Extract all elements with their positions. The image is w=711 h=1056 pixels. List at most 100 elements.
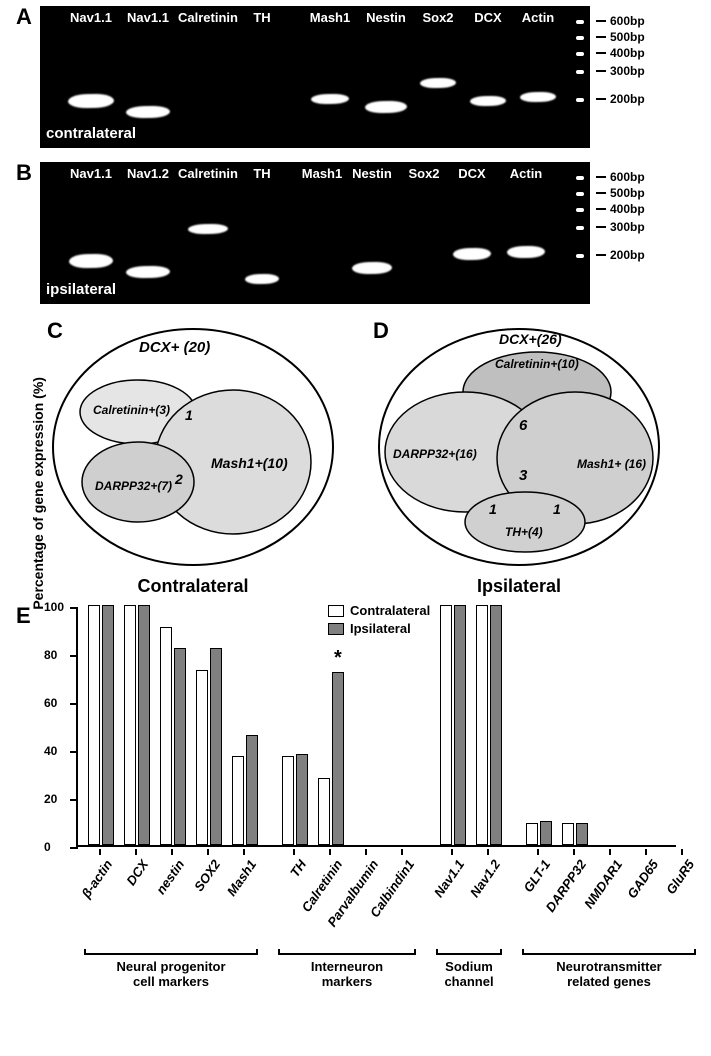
x-tick: [451, 849, 453, 855]
ladder-band: [576, 208, 584, 212]
bar-ipsi: [296, 754, 308, 845]
bar-contra: [526, 823, 538, 845]
bar-pair: [160, 605, 186, 845]
ladder-band: [576, 20, 584, 24]
gel-b-lane-labels: Nav1.1Nav1.2CalretininTHMash1NestinSox2D…: [40, 166, 590, 186]
x-tick-label: GluR5: [663, 857, 697, 897]
figure: A Nav1.1Nav1.1CalretininTHMash1NestinSox…: [0, 6, 711, 847]
svg-text:DCX+(26): DCX+(26): [499, 331, 562, 347]
x-tick: [609, 849, 611, 855]
y-tick-label: 60: [44, 696, 57, 710]
gel-band: [507, 246, 545, 259]
bar-ipsi: [332, 672, 344, 845]
gel-band: [453, 248, 491, 261]
group-label: Neural progenitor cell markers: [76, 959, 266, 989]
ladder-tick: 300bp: [596, 220, 645, 234]
bar-contra: [124, 605, 136, 845]
bar-ipsi: [576, 823, 588, 845]
x-tick: [487, 849, 489, 855]
ladder-band: [576, 70, 584, 74]
gel-band: [365, 101, 407, 114]
lane-label: Nestin: [366, 10, 406, 25]
svg-text:1: 1: [553, 501, 561, 517]
lane-label: DCX: [458, 166, 485, 181]
group-label: Interneuron markers: [270, 959, 424, 989]
x-tick-label: Nav1.1: [431, 857, 467, 900]
gel-band: [126, 106, 170, 119]
gel-band: [470, 96, 506, 107]
group-bracket: [278, 953, 416, 955]
y-tick-label: 20: [44, 792, 57, 806]
gel-band: [188, 224, 228, 235]
bar-ipsi: [540, 821, 552, 845]
venn-c-svg: DCX+ (20) Calretinin+(3) DARPP32+(7) Mas…: [43, 322, 343, 572]
svg-text:DCX+ (20): DCX+ (20): [139, 339, 210, 356]
svg-text:DARPP32+(16): DARPP32+(16): [393, 447, 477, 461]
bar-contra: [88, 605, 100, 845]
group-bracket: [84, 953, 258, 955]
lane-label: Calretinin: [178, 10, 238, 25]
x-tick: [207, 849, 209, 855]
gel-band: [69, 254, 113, 269]
gel-band: [68, 94, 114, 109]
bar-contra: [196, 670, 208, 845]
gel-a-ladder: 600bp500bp400bp300bp200bp: [596, 6, 676, 148]
bar-pair: [282, 605, 308, 845]
venn-c-caption: Contralateral: [43, 576, 343, 597]
x-tick: [243, 849, 245, 855]
venn-row: C DCX+ (20) Calretinin+(3) DARPP32+(7) M…: [16, 322, 696, 597]
svg-text:3: 3: [519, 467, 528, 484]
ladder-tick: 600bp: [596, 170, 645, 184]
panel-d-letter: D: [373, 318, 389, 344]
panel-a-letter: A: [16, 4, 32, 30]
y-tick: [70, 703, 78, 705]
bar-contra: [160, 627, 172, 845]
lane-label: Calretinin: [178, 166, 238, 181]
x-tick-label: DCX: [123, 857, 151, 888]
group-label: Neurotransmitter related genes: [514, 959, 704, 989]
bar-ipsi: [246, 735, 258, 845]
bar-pair: [390, 605, 416, 845]
svg-text:Mash1+(10): Mash1+(10): [211, 455, 288, 471]
bar-contra: [318, 778, 330, 845]
x-tick: [537, 849, 539, 855]
group-label: Sodium channel: [428, 959, 510, 989]
x-tick: [329, 849, 331, 855]
bar-ipsi: [102, 605, 114, 845]
venn-d-caption: Ipsilateral: [369, 576, 669, 597]
gel-band: [420, 78, 456, 89]
bar-ipsi: [490, 605, 502, 845]
bars-area: *: [78, 607, 676, 845]
y-tick: [70, 799, 78, 801]
svg-text:1: 1: [185, 407, 193, 423]
lane-label: Mash1: [302, 166, 342, 181]
bar-pair: *: [318, 605, 344, 845]
lane-label: Mash1: [310, 10, 350, 25]
bar-pair: [526, 605, 552, 845]
gel-a-lane-labels: Nav1.1Nav1.1CalretininTHMash1NestinSox2D…: [40, 10, 590, 30]
panel-c: C DCX+ (20) Calretinin+(3) DARPP32+(7) M…: [43, 322, 343, 597]
lane-label: Actin: [510, 166, 543, 181]
svg-text:1: 1: [489, 501, 497, 517]
y-tick: [70, 607, 78, 609]
group-bracket: [522, 953, 696, 955]
x-tick: [401, 849, 403, 855]
bar-ipsi: [174, 648, 186, 845]
y-tick-label: 100: [44, 600, 64, 614]
ladder-tick: 500bp: [596, 30, 645, 44]
x-tick: [135, 849, 137, 855]
chart-ylabel: Percentage of gene expression (%): [30, 377, 46, 610]
ladder-tick: 200bp: [596, 92, 645, 106]
bar-ipsi: [454, 605, 466, 845]
lane-label: Nav1.1: [70, 10, 112, 25]
ladder-band: [576, 254, 584, 258]
bar-contra: [282, 756, 294, 845]
gel-b-side-label: ipsilateral: [46, 281, 116, 298]
gel-band: [352, 262, 392, 275]
x-tick-label: nestin: [153, 857, 187, 897]
x-tick-label: Nav1.2: [467, 857, 503, 900]
ladder-tick: 500bp: [596, 186, 645, 200]
svg-text:DARPP32+(7): DARPP32+(7): [95, 479, 172, 493]
bar-pair: [354, 605, 380, 845]
ladder-tick: 200bp: [596, 248, 645, 262]
